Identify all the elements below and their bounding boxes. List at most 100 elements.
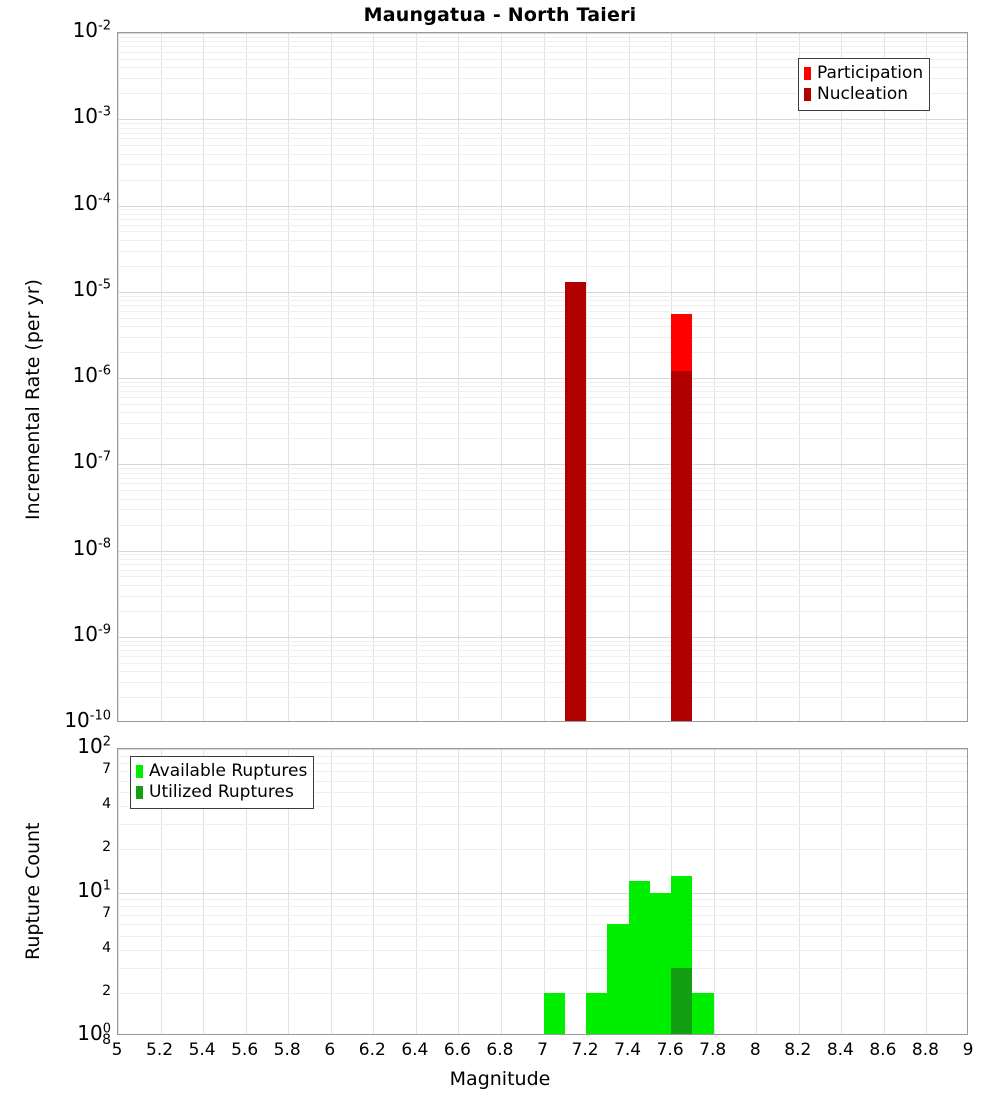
gridline-horizontal-minor [118,663,967,664]
gridline-horizontal-minor [118,473,967,474]
y-tick-label-minor: 4 [102,796,111,813]
y-tick-label: 101 [77,877,111,902]
gridline-horizontal-minor [118,154,967,155]
gridline-horizontal-minor [118,300,967,301]
gridline-vertical [671,33,672,721]
gridline-horizontal-minor [118,915,967,916]
gridline-horizontal-minor [118,697,967,698]
gridline-horizontal-minor [118,559,967,560]
gridline-vertical [161,33,162,721]
gridline-horizontal-minor [118,576,967,577]
legend-swatch-icon [804,67,811,80]
gridline-horizontal-minor [118,525,967,526]
gridline-horizontal-minor [118,682,967,683]
gridline-vertical [373,33,374,721]
legend-swatch-icon [804,88,811,101]
gridline-horizontal-minor [118,968,967,969]
legend-label: Nucleation [817,84,909,104]
legend-swatch-icon [136,786,143,799]
bar-participation-7.1 [564,281,587,721]
gridline-horizontal-minor [118,650,967,651]
gridline-vertical [926,749,927,1034]
gridline-horizontal-minor [118,656,967,657]
legend-swatch-icon [136,765,143,778]
y-tick-label-minor: 2 [102,839,111,856]
gridline-horizontal-minor [118,596,967,597]
gridline-horizontal-minor [118,899,967,900]
x-tick-label: 9 [962,1040,974,1060]
gridline-horizontal-major [118,893,967,894]
gridline-horizontal-minor [118,404,967,405]
gridline-horizontal-major [118,464,967,465]
gridline-vertical [671,749,672,1034]
gridline-horizontal-minor [118,950,967,951]
page-title: Maungatua - North Taieri [363,4,637,26]
gridline-horizontal-major [118,292,967,293]
legend-label: Participation [817,63,924,83]
bottom-legend-item[interactable]: Available Ruptures [136,761,307,782]
gridline-horizontal-major [118,551,967,552]
x-axis-label: Magnitude [449,1068,551,1090]
gridline-vertical [416,33,417,721]
x-tick-label: 6.8 [486,1040,514,1060]
x-tick-label: 6.4 [401,1040,429,1060]
gridline-horizontal-minor [118,585,967,586]
top-y-axis-label: Incremental Rate (per yr) [22,279,44,520]
gridline-horizontal-minor [118,296,967,297]
gridline-horizontal-minor [118,509,967,510]
gridline-vertical [118,749,119,1034]
gridline-vertical [799,33,800,721]
gridline-horizontal-minor [118,824,967,825]
y-tick-label: 102 [77,734,111,758]
gridline-vertical [586,749,587,1034]
bar-participation-7.6 [671,314,693,721]
gridline-horizontal-minor [118,570,967,571]
bar-available-ruptures-7 [543,992,565,1034]
y-tick-label: 10-6 [72,363,111,387]
gridline-horizontal-major [118,119,967,120]
gridline-horizontal-minor [118,391,967,392]
gridline-horizontal-minor [118,468,967,469]
gridline-horizontal-minor [118,123,967,124]
gridline-vertical [799,749,800,1034]
x-tick-label: 5.2 [146,1040,174,1060]
gridline-vertical [756,749,757,1034]
gridline-horizontal-minor [118,671,967,672]
top-legend-item[interactable]: Participation [804,63,923,84]
gridline-horizontal-minor [118,133,967,134]
gridline-horizontal-minor [118,326,967,327]
gridline-horizontal-minor [118,41,967,42]
gridline-horizontal-minor [118,499,967,500]
gridline-horizontal-minor [118,219,967,220]
gridline-vertical [714,749,715,1034]
gridline-vertical [629,33,630,721]
x-tick-label: 8.8 [911,1040,939,1060]
gridline-vertical [118,33,119,721]
y-tick-label: 10-9 [72,621,111,646]
y-tick-label: 10-3 [72,104,111,129]
gridline-vertical [884,33,885,721]
x-tick-label: 5.8 [273,1040,301,1060]
top-legend-item[interactable]: Nucleation [804,84,923,105]
x-tick-label: 6 [324,1040,336,1060]
gridline-horizontal-minor [118,37,967,38]
x-tick-label: 7.4 [614,1040,642,1060]
y-tick-label-minor: 8 [102,1032,111,1048]
gridline-horizontal-minor [118,266,967,267]
gridline-horizontal-minor [118,240,967,241]
gridline-vertical [841,749,842,1034]
x-tick-label: 7.8 [699,1040,727,1060]
gridline-vertical [629,749,630,1034]
gridline-horizontal-minor [118,128,967,129]
y-tick-label-minor: 7 [102,904,111,921]
gridline-horizontal-minor [118,412,967,413]
bottom-legend: Available Ruptures Utilized Ruptures [130,756,315,809]
gridline-horizontal-minor [118,180,967,181]
x-tick-label: 7 [537,1040,548,1060]
gridline-horizontal-minor [118,554,967,555]
bar-utilized-ruptures-7.6 [671,967,693,1034]
gridline-vertical [458,749,459,1034]
gridline-horizontal-minor [118,490,967,491]
bottom-legend-item[interactable]: Utilized Ruptures [136,782,307,803]
